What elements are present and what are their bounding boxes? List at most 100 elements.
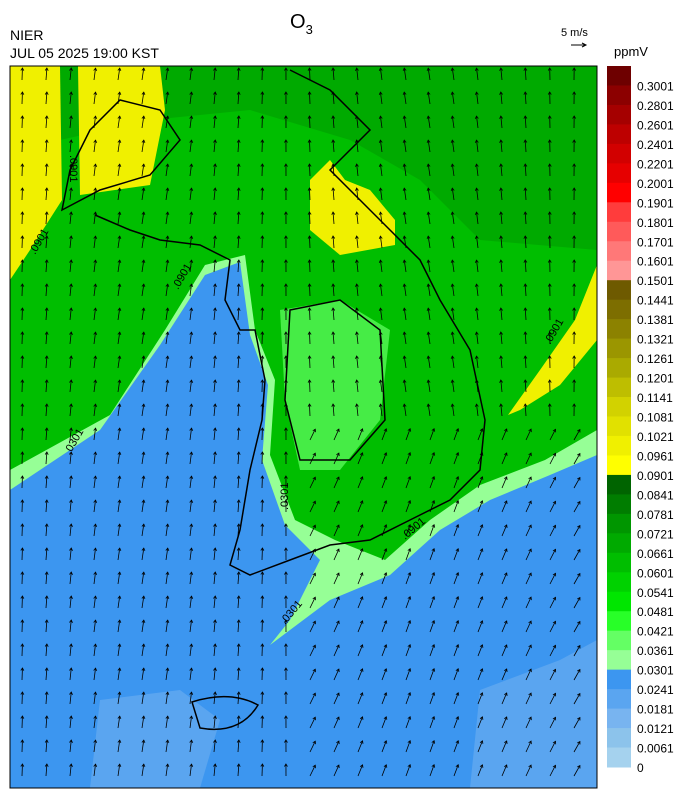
wind-arrowhead [528, 644, 532, 649]
wind-arrowhead [69, 643, 73, 647]
wind-arrow [141, 140, 145, 153]
wind-arrowhead [407, 668, 412, 672]
wind-arrowhead [20, 763, 25, 767]
wind-arrow [356, 260, 359, 273]
wind-arrow [525, 596, 532, 609]
wind-arrow [380, 212, 383, 225]
wind-arrowhead [407, 428, 412, 432]
wind-arrowhead [572, 91, 577, 95]
colorbar-tick-label: 0.0841 [637, 488, 674, 502]
wind-arrow [477, 644, 483, 657]
wind-arrowhead [141, 139, 146, 144]
colorbar-bin [607, 747, 631, 768]
wind-arrowhead [213, 163, 217, 167]
wind-arrow [237, 692, 240, 705]
wind-arrowhead [93, 523, 98, 528]
wind-arrow [213, 68, 216, 81]
wind-arrow [549, 501, 556, 513]
wind-arrowhead [44, 67, 49, 71]
wind-arrowhead [236, 235, 241, 239]
wind-arrowhead [117, 283, 122, 288]
wind-arrowhead [141, 691, 146, 696]
wind-arrowhead [504, 452, 508, 456]
wind-arrow [427, 140, 431, 153]
wind-arrowhead [455, 428, 460, 432]
wind-arrowhead [528, 548, 532, 553]
wind-arrowhead [165, 523, 170, 528]
wind-arrow [117, 620, 121, 633]
wind-arrowhead [165, 331, 170, 336]
field-light-green [280, 300, 390, 470]
wind-arrow [501, 764, 508, 777]
wind-arrow [117, 332, 121, 345]
colorbar-bin [607, 280, 631, 301]
wind-arrowhead [69, 259, 73, 263]
wind-arrow [213, 212, 216, 225]
wind-arrow [403, 116, 407, 129]
wind-arrowhead [355, 307, 359, 311]
wind-arrow [501, 596, 508, 609]
wind-arrowhead [236, 379, 241, 383]
wind-arrowhead [307, 283, 312, 287]
wind-arrow [573, 429, 581, 441]
wind-arrowhead [359, 596, 364, 600]
wind-arrow [117, 236, 121, 249]
wind-arrowhead [426, 403, 431, 408]
wind-arrowhead [499, 403, 503, 407]
wind-arrow [141, 476, 145, 489]
wind-arrowhead [547, 235, 552, 239]
wind-arrow [403, 92, 407, 105]
wind-arrowhead [44, 187, 49, 191]
wind-arrow [93, 692, 96, 705]
wind-arrowhead [378, 355, 383, 360]
wind-arrow [165, 596, 169, 609]
wind-arrowhead [213, 667, 217, 671]
wind-arrow [524, 283, 527, 297]
wind-arrowhead [236, 115, 241, 119]
wind-arrowhead [455, 500, 460, 504]
wind-arrowhead [577, 764, 581, 769]
wind-arrowhead [355, 283, 359, 287]
wind-arrowhead [307, 403, 312, 407]
wind-arrow [525, 620, 532, 633]
wind-arrowhead [504, 644, 508, 648]
wind-arrow [524, 139, 527, 153]
wind-arrowhead [378, 379, 383, 384]
wind-scale-arrowhead [581, 42, 588, 48]
wind-arrowhead [359, 644, 364, 648]
wind-arrowhead [236, 139, 241, 143]
wind-arrow [500, 284, 503, 297]
wind-arrow [237, 68, 240, 81]
colorbar-bin [607, 338, 631, 359]
wind-arrowhead [402, 259, 407, 264]
wind-arrowhead [455, 476, 460, 480]
wind-arrow [69, 572, 72, 585]
wind-arrowhead [402, 67, 407, 72]
wind-arrowhead [552, 596, 557, 601]
wind-arrowhead [431, 692, 436, 696]
wind-arrowhead [284, 211, 288, 215]
wind-arrowhead [117, 115, 122, 120]
wind-arrowhead [236, 427, 241, 431]
wind-arrow [141, 164, 145, 177]
wind-arrow [93, 404, 96, 417]
wind-arrow [45, 524, 48, 537]
wind-arrowhead [402, 355, 407, 360]
wind-arrow [477, 524, 483, 537]
wind-arrow [403, 356, 407, 369]
wind-arrowhead [93, 139, 98, 144]
wind-arrow [69, 764, 72, 777]
wind-arrowhead [552, 740, 557, 745]
wind-arrow [405, 524, 411, 537]
wind-arrow [309, 211, 311, 225]
wind-arrowhead [331, 187, 336, 191]
wind-arrow [117, 92, 121, 105]
wind-arrow [69, 692, 72, 705]
wind-arrowhead [236, 259, 241, 263]
wind-arrowhead [260, 139, 265, 143]
wind-arrow [403, 140, 407, 153]
wind-arrow [451, 380, 455, 393]
wind-arrow [500, 212, 503, 225]
wind-arrowhead [236, 667, 241, 671]
wind-arrowhead [69, 331, 73, 335]
